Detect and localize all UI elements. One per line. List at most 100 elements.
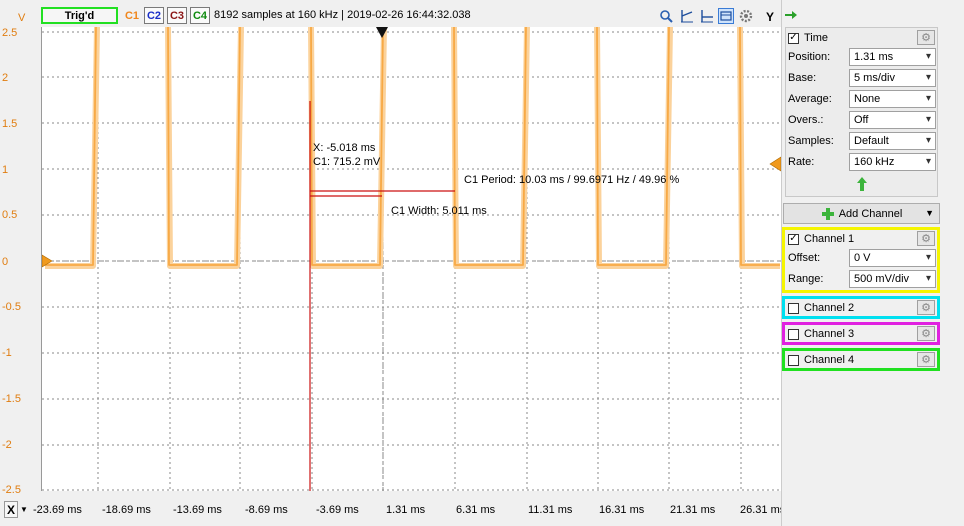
position-label: Position: bbox=[788, 51, 831, 63]
y-axis-button[interactable]: Y bbox=[765, 9, 774, 24]
time-label: Time bbox=[804, 32, 829, 44]
x-axis-dropdown-icon[interactable]: ▼ bbox=[20, 505, 28, 514]
base-field[interactable]: 5 ms/div ▾ bbox=[849, 69, 936, 87]
channel-4-settings-icon[interactable]: ⚙ bbox=[917, 352, 935, 367]
overs-select[interactable]: Off ▾ bbox=[849, 111, 936, 129]
chevron-down-icon: ▾ bbox=[925, 135, 931, 146]
offset-label: Offset: bbox=[788, 252, 821, 264]
channel-1-settings-icon[interactable]: ⚙ bbox=[917, 231, 935, 246]
chevron-down-icon: ▾ bbox=[925, 252, 931, 263]
channel-4-toggle[interactable]: Channel 4 bbox=[788, 351, 854, 369]
channel-2-label: Channel 2 bbox=[804, 302, 855, 314]
add-channel-label: Add Channel bbox=[838, 207, 903, 220]
y-unit-label: V bbox=[18, 12, 26, 24]
chevron-down-icon: ▾ bbox=[925, 51, 931, 62]
plus-icon bbox=[821, 207, 835, 221]
chevron-down-icon: ▾ bbox=[925, 93, 931, 104]
channel-1-toggle[interactable]: ✓ Channel 1 bbox=[788, 230, 854, 248]
add-channel-button[interactable]: Add Channel ▼ bbox=[783, 203, 940, 224]
x-tick-label: -3.69 ms bbox=[316, 504, 359, 516]
rate-label: Rate: bbox=[788, 156, 815, 168]
channel-4-group bbox=[782, 348, 940, 371]
x-tick-label: -13.69 ms bbox=[173, 504, 222, 516]
x-tick-label: 11.31 ms bbox=[528, 504, 573, 516]
x-tick-label: 26.31 ms bbox=[740, 504, 786, 516]
x-tick-label: 1.31 ms bbox=[386, 504, 426, 516]
time-toggle[interactable]: ✓ Time bbox=[788, 29, 828, 47]
x-tick-label: 6.31 ms bbox=[456, 504, 496, 516]
screen-icon[interactable] bbox=[718, 8, 734, 24]
offset-field[interactable]: 0 V ▾ bbox=[849, 249, 936, 267]
overs-label: Overs.: bbox=[788, 114, 824, 126]
y-tick-label: -1.5 bbox=[2, 393, 21, 405]
acquisition-status: 8192 samples at 160 kHz | 2019-02-26 16:… bbox=[214, 9, 471, 21]
zoom-icon[interactable] bbox=[658, 8, 674, 24]
channel-2-group bbox=[782, 296, 940, 319]
rate-select[interactable]: 160 kHz ▾ bbox=[849, 153, 936, 171]
x-tick-label: -18.69 ms bbox=[102, 504, 151, 516]
period-measurement: C1 Period: 10.03 ms / 99.6971 Hz / 49.96… bbox=[464, 174, 680, 186]
samples-select[interactable]: Default ▾ bbox=[849, 132, 936, 150]
range-select[interactable]: 500 mV/div ▾ bbox=[849, 270, 936, 288]
y-tick-label: 0.5 bbox=[2, 209, 18, 221]
x-tick-label: -23.69 ms bbox=[33, 504, 82, 516]
y-tick-label: 2.5 bbox=[2, 27, 18, 39]
range-value: 500 mV/div bbox=[854, 273, 910, 285]
settings-icon[interactable] bbox=[738, 8, 754, 24]
channel-3-toggle[interactable]: Channel 3 bbox=[788, 325, 854, 343]
y-tick-label: -0.5 bbox=[2, 301, 21, 313]
overs-value: Off bbox=[854, 114, 869, 126]
channel-4-label: Channel 4 bbox=[804, 354, 855, 366]
channel-3-checkbox[interactable] bbox=[788, 328, 799, 340]
cursor-c1-readout: C1: 715.2 mV bbox=[313, 156, 381, 168]
base-label: Base: bbox=[788, 72, 817, 84]
x-tick-label: -8.69 ms bbox=[245, 504, 288, 516]
range-label: Range: bbox=[788, 273, 824, 285]
x-axis-button[interactable]: X bbox=[4, 501, 18, 518]
chevron-down-icon: ▼ bbox=[925, 208, 934, 218]
offset-value: 0 V bbox=[854, 252, 871, 264]
channel-2-button[interactable]: C2 bbox=[144, 7, 164, 24]
chevron-down-icon: ▾ bbox=[925, 114, 931, 125]
y-tick-label: 2 bbox=[2, 72, 9, 84]
trigger-status-button[interactable]: Trig'd bbox=[41, 7, 118, 24]
up-arrow-icon[interactable] bbox=[857, 177, 867, 194]
y-tick-label: 1.5 bbox=[2, 118, 18, 130]
channel-4-checkbox[interactable] bbox=[788, 354, 799, 366]
width-measurement: C1 Width: 5.011 ms bbox=[391, 205, 487, 217]
cursor-x-readout: X: -5.018 ms bbox=[313, 142, 376, 154]
average-label: Average: bbox=[788, 93, 832, 105]
channel-4-button[interactable]: C4 bbox=[190, 7, 210, 24]
average-select[interactable]: None ▾ bbox=[849, 90, 936, 108]
channel-3-button[interactable]: C3 bbox=[167, 7, 187, 24]
rate-value: 160 kHz bbox=[854, 156, 895, 168]
cursor-x-icon[interactable] bbox=[679, 8, 695, 24]
x-tick-label: 16.31 ms bbox=[599, 504, 645, 516]
y-tick-label: 0 bbox=[2, 256, 9, 268]
y-tick-label: -1 bbox=[2, 347, 12, 359]
collapse-arrow-icon[interactable] bbox=[784, 9, 798, 21]
channel-1-checkbox[interactable]: ✓ bbox=[788, 233, 799, 245]
average-value: None bbox=[854, 93, 881, 105]
channel-3-label: Channel 3 bbox=[804, 328, 855, 340]
chevron-down-icon: ▾ bbox=[925, 156, 931, 167]
chevron-down-icon: ▾ bbox=[925, 273, 931, 284]
cursor-y-icon[interactable] bbox=[699, 8, 715, 24]
channel-3-settings-icon[interactable]: ⚙ bbox=[917, 326, 935, 341]
channel-1-label: Channel 1 bbox=[804, 233, 855, 245]
chevron-down-icon: ▾ bbox=[925, 72, 931, 83]
base-value: 5 ms/div bbox=[854, 72, 895, 84]
time-settings-icon[interactable]: ⚙ bbox=[917, 30, 935, 45]
channel-2-checkbox[interactable] bbox=[788, 302, 799, 314]
samples-value: Default bbox=[854, 135, 889, 147]
oscilloscope-plot[interactable] bbox=[41, 27, 782, 491]
time-checkbox[interactable]: ✓ bbox=[788, 32, 799, 44]
y-tick-label: -2.5 bbox=[2, 484, 21, 496]
x-tick-label: 21.31 ms bbox=[670, 504, 716, 516]
x-axis bbox=[30, 499, 780, 520]
y-tick-label: -2 bbox=[2, 439, 12, 451]
channel-2-toggle[interactable]: Channel 2 bbox=[788, 299, 854, 317]
channel-2-settings-icon[interactable]: ⚙ bbox=[917, 300, 935, 315]
channel-1-button[interactable]: C1 bbox=[124, 9, 140, 22]
position-field[interactable]: 1.31 ms ▾ bbox=[849, 48, 936, 66]
